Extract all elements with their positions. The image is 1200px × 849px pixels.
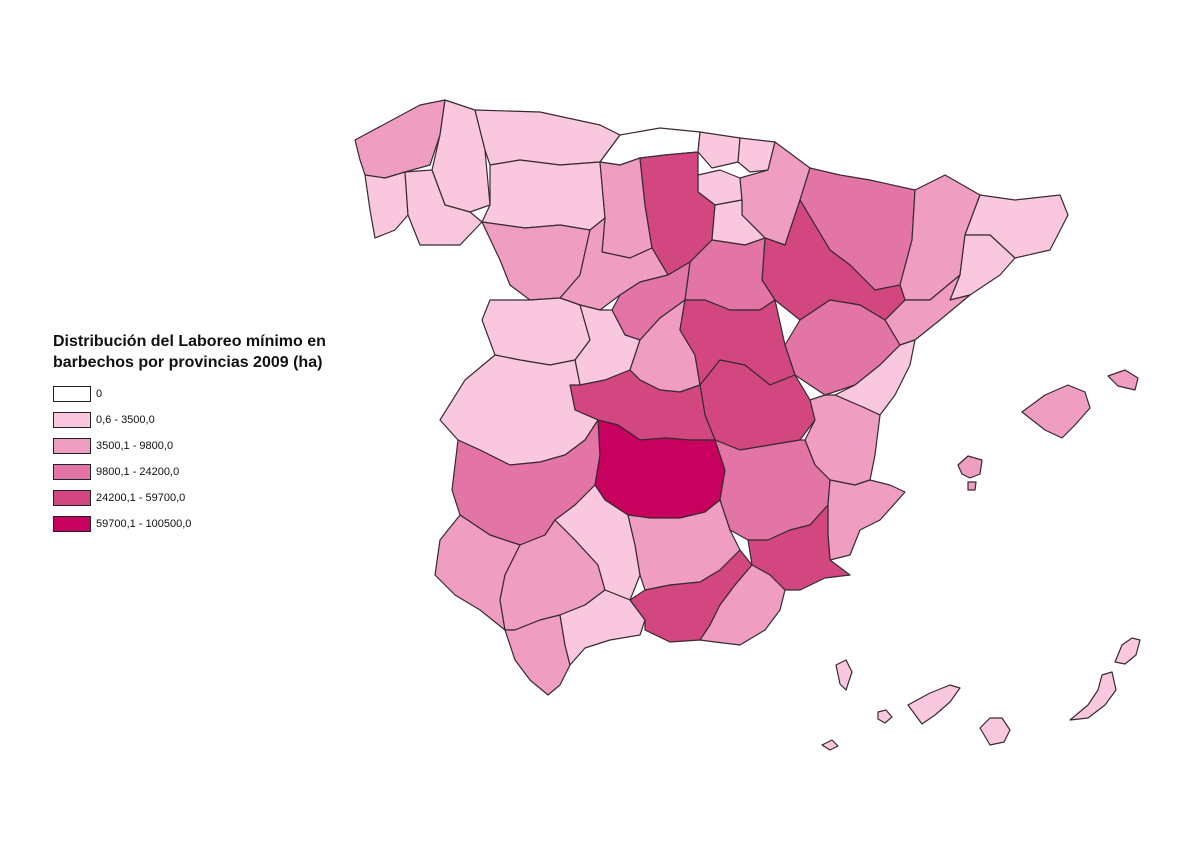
region-la-gomera [877,709,893,724]
legend-label: 59700,1 - 100500,0 [96,518,192,530]
legend-title-line-2: barbechos por provincias 2009 (ha) [53,354,323,371]
legend-swatch [53,464,91,480]
region-leon [481,159,606,231]
region-menorca [1107,369,1139,391]
region-zaragoza [761,199,906,321]
region-vizcaya [697,131,741,169]
region-almeria [699,564,786,646]
legend-label: 0,6 - 3500,0 [96,414,155,426]
legend-label: 24200,1 - 59700,0 [96,492,186,504]
legend-title: Distribución del Laboreo mínimo en barbe… [53,331,326,373]
region-asturias [474,109,621,166]
region-fuerteventura [1069,671,1117,721]
legend-label: 9800,1 - 24200,0 [96,466,180,478]
legend-label: 3500,1 - 9800,0 [96,440,174,452]
legend-swatch [53,490,91,506]
legend-title-line-1: Distribución del Laboreo mínimo en [53,333,326,350]
legend-item: 59700,1 - 100500,0 [53,511,326,537]
legend-item: 24200,1 - 59700,0 [53,485,326,511]
region-castellon [834,339,916,416]
legend-item: 0 [53,381,326,407]
region-mallorca [1021,384,1091,439]
region-ibiza [957,455,983,491]
legend-swatch [53,412,91,428]
legend-label: 0 [96,388,103,400]
legend-swatch [53,386,91,402]
region-el-hierro [821,739,839,751]
region-malaga [559,589,646,666]
region-lanzarote [1114,637,1141,665]
legend-swatch [53,438,91,454]
map-legend: Distribución del Laboreo mínimo en barbe… [53,331,326,537]
region-tenerife [907,684,961,725]
legend-swatch [53,516,91,532]
legend-item: 3500,1 - 9800,0 [53,433,326,459]
region-a-coruna [354,99,446,179]
region-pontevedra [364,171,409,239]
region-gran-canaria [979,717,1011,746]
legend-item: 0,6 - 3500,0 [53,407,326,433]
region-guipuzcoa [737,137,776,173]
region-salamanca [481,297,591,366]
region-alicante [827,479,906,561]
legend-item: 9800,1 - 24200,0 [53,459,326,485]
region-la-palma [835,659,853,691]
